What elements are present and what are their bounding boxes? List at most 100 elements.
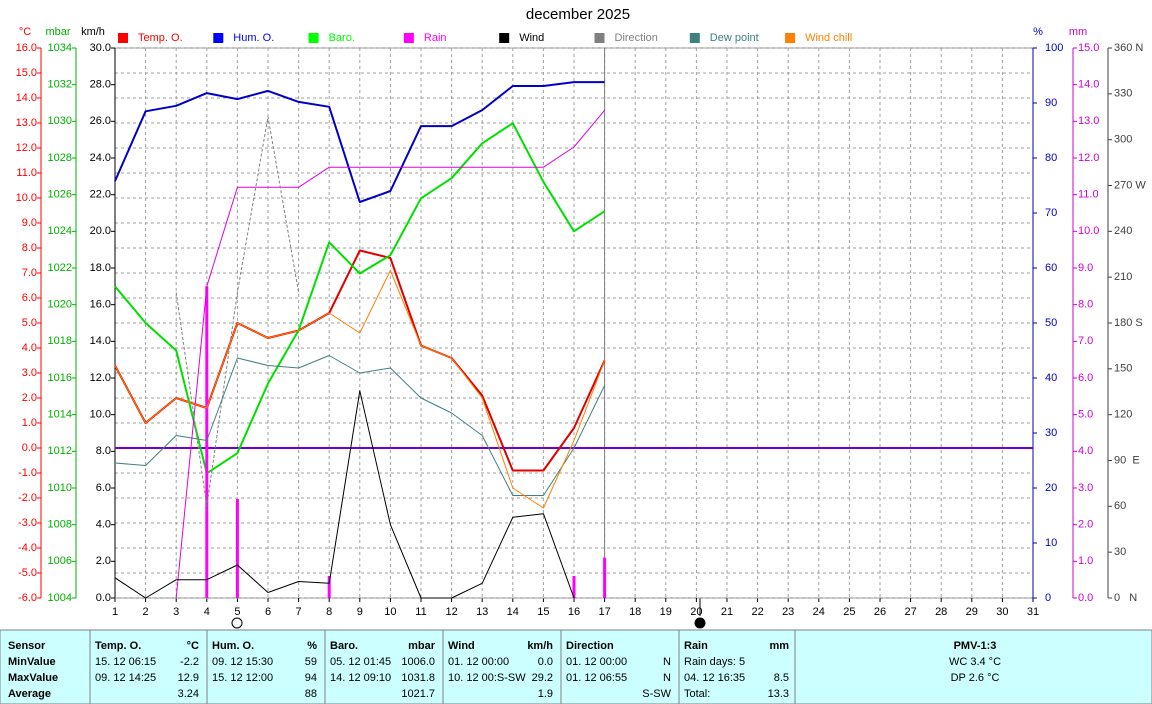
legend-label: Rain — [424, 32, 447, 44]
legend-swatch — [499, 33, 510, 43]
y-tick-label: 11.0 — [1078, 189, 1099, 201]
y-tick-label: 20 — [1045, 482, 1057, 494]
y-tick-label: 1030 — [48, 115, 72, 127]
y-tick-label: 0 — [1045, 592, 1051, 604]
legend-label: Direction — [615, 32, 658, 44]
y-tick-label: 12.0 — [16, 142, 37, 154]
series-line — [175, 109, 605, 599]
x-tick-label: 27 — [904, 606, 916, 618]
y-tick-label: 9.0 — [22, 217, 37, 229]
y-tick-label: 40 — [1045, 372, 1057, 384]
x-tick-label: 14 — [507, 606, 519, 618]
axis-label: km/h — [81, 26, 105, 38]
y-tick-label: 10.0 — [1078, 225, 1099, 237]
y-tick-label: 360 N — [1114, 42, 1143, 54]
x-tick-label: 10 — [384, 606, 396, 618]
table-cell: 09. 12 15:30 — [212, 656, 273, 668]
table-value: 1031.8 — [401, 672, 435, 684]
legend-swatch — [118, 33, 128, 43]
y-tick-label: 270 W — [1114, 179, 1146, 191]
series-line — [175, 116, 300, 507]
table-cell: 01. 12 00:00 — [566, 656, 627, 668]
table-value: N — [663, 672, 671, 684]
x-tick-label: 20 — [690, 606, 702, 618]
rain-bar — [603, 557, 607, 598]
x-tick-label: 19 — [660, 606, 672, 618]
y-tick-label: 30 — [1114, 546, 1126, 558]
x-tick-label: 26 — [874, 606, 886, 618]
y-tick-label: 6.0 — [1078, 372, 1093, 384]
table-value: 12.9 — [178, 672, 199, 684]
legend-label: Temp. O. — [138, 32, 183, 44]
y-tick-label: 1006 — [48, 555, 72, 567]
y-tick-label: 24.0 — [90, 152, 111, 164]
x-tick-label: 7 — [296, 606, 302, 618]
x-tick-label: 21 — [721, 606, 733, 618]
y-tick-label: 11.0 — [16, 167, 37, 179]
row-label: MaxValue — [8, 672, 58, 684]
x-tick-label: 2 — [143, 606, 149, 618]
stats-table — [0, 629, 1152, 704]
y-tick-label: 14.0 — [1078, 79, 1099, 91]
x-tick-label: 8 — [326, 606, 332, 618]
new-moon-icon — [694, 617, 706, 629]
y-tick-label: 90 — [1045, 97, 1057, 109]
y-tick-label: 16.0 — [16, 42, 37, 54]
y-tick-label: 15.0 — [1078, 42, 1099, 54]
y-tick-label: 50 — [1045, 317, 1057, 329]
x-tick-label: 25 — [843, 606, 855, 618]
axis-label: °C — [19, 26, 31, 38]
legend-swatch — [689, 33, 700, 43]
y-tick-label: -3.0 — [18, 517, 37, 529]
y-tick-label: 1014 — [48, 409, 72, 421]
y-tick-label: 120 — [1114, 409, 1132, 421]
y-tick-label: 12.0 — [1078, 152, 1099, 164]
series-line — [114, 81, 605, 203]
y-tick-label: -5.0 — [18, 567, 37, 579]
y-tick-label: 210 — [1114, 271, 1132, 283]
y-tick-label: 10 — [1045, 537, 1057, 549]
x-tick-label: 16 — [568, 606, 580, 618]
y-tick-label: 3.0 — [1078, 482, 1093, 494]
y-tick-label: 100 — [1045, 42, 1063, 54]
axis-label: % — [1033, 26, 1043, 38]
table-value: 8.5 — [774, 672, 789, 684]
table-cell: WC 3.4 °C — [949, 656, 1001, 668]
y-tick-label: 60 — [1045, 262, 1057, 274]
table-value: 88 — [305, 688, 317, 700]
x-tick-label: 31 — [1027, 606, 1039, 618]
axis-label: mm — [1069, 26, 1087, 38]
y-tick-label: 28.0 — [90, 79, 111, 91]
table-cell: 15. 12 12:00 — [212, 672, 273, 684]
x-tick-label: 3 — [173, 606, 179, 618]
y-tick-label: 2.0 — [1078, 519, 1093, 531]
y-tick-label: 80 — [1045, 152, 1057, 164]
x-tick-label: 28 — [935, 606, 947, 618]
x-tick-label: 4 — [204, 606, 210, 618]
table-value: 94 — [305, 672, 317, 684]
y-tick-label: 12.0 — [90, 372, 111, 384]
y-tick-label: 1020 — [48, 299, 72, 311]
y-tick-label: 1034 — [48, 42, 72, 54]
legend-swatch — [785, 33, 796, 43]
legend-swatch — [403, 33, 414, 43]
table-header: Wind — [448, 640, 475, 652]
y-tick-label: 1032 — [48, 79, 72, 91]
y-tick-label: 15.0 — [16, 67, 37, 79]
x-tick-label: 17 — [598, 606, 610, 618]
y-tick-label: -2.0 — [18, 492, 37, 504]
table-cell: 14. 12 09:10 — [330, 672, 391, 684]
x-tick-label: 29 — [966, 606, 978, 618]
table-header: Temp. O. — [95, 640, 141, 652]
y-tick-label: 150 — [1114, 363, 1132, 375]
legend-label: Hum. O. — [233, 32, 274, 44]
y-tick-label: 4.0 — [22, 342, 37, 354]
table-unit: °C — [187, 640, 199, 652]
table-cell: 01. 12 06:55 — [566, 672, 627, 684]
x-tick-label: 13 — [476, 606, 488, 618]
y-tick-label: 8.0 — [22, 242, 37, 254]
y-tick-label: 4.0 — [96, 519, 111, 531]
y-tick-label: 5.0 — [1078, 409, 1093, 421]
y-tick-label: 20.0 — [90, 225, 111, 237]
table-unit: mm — [769, 640, 789, 652]
